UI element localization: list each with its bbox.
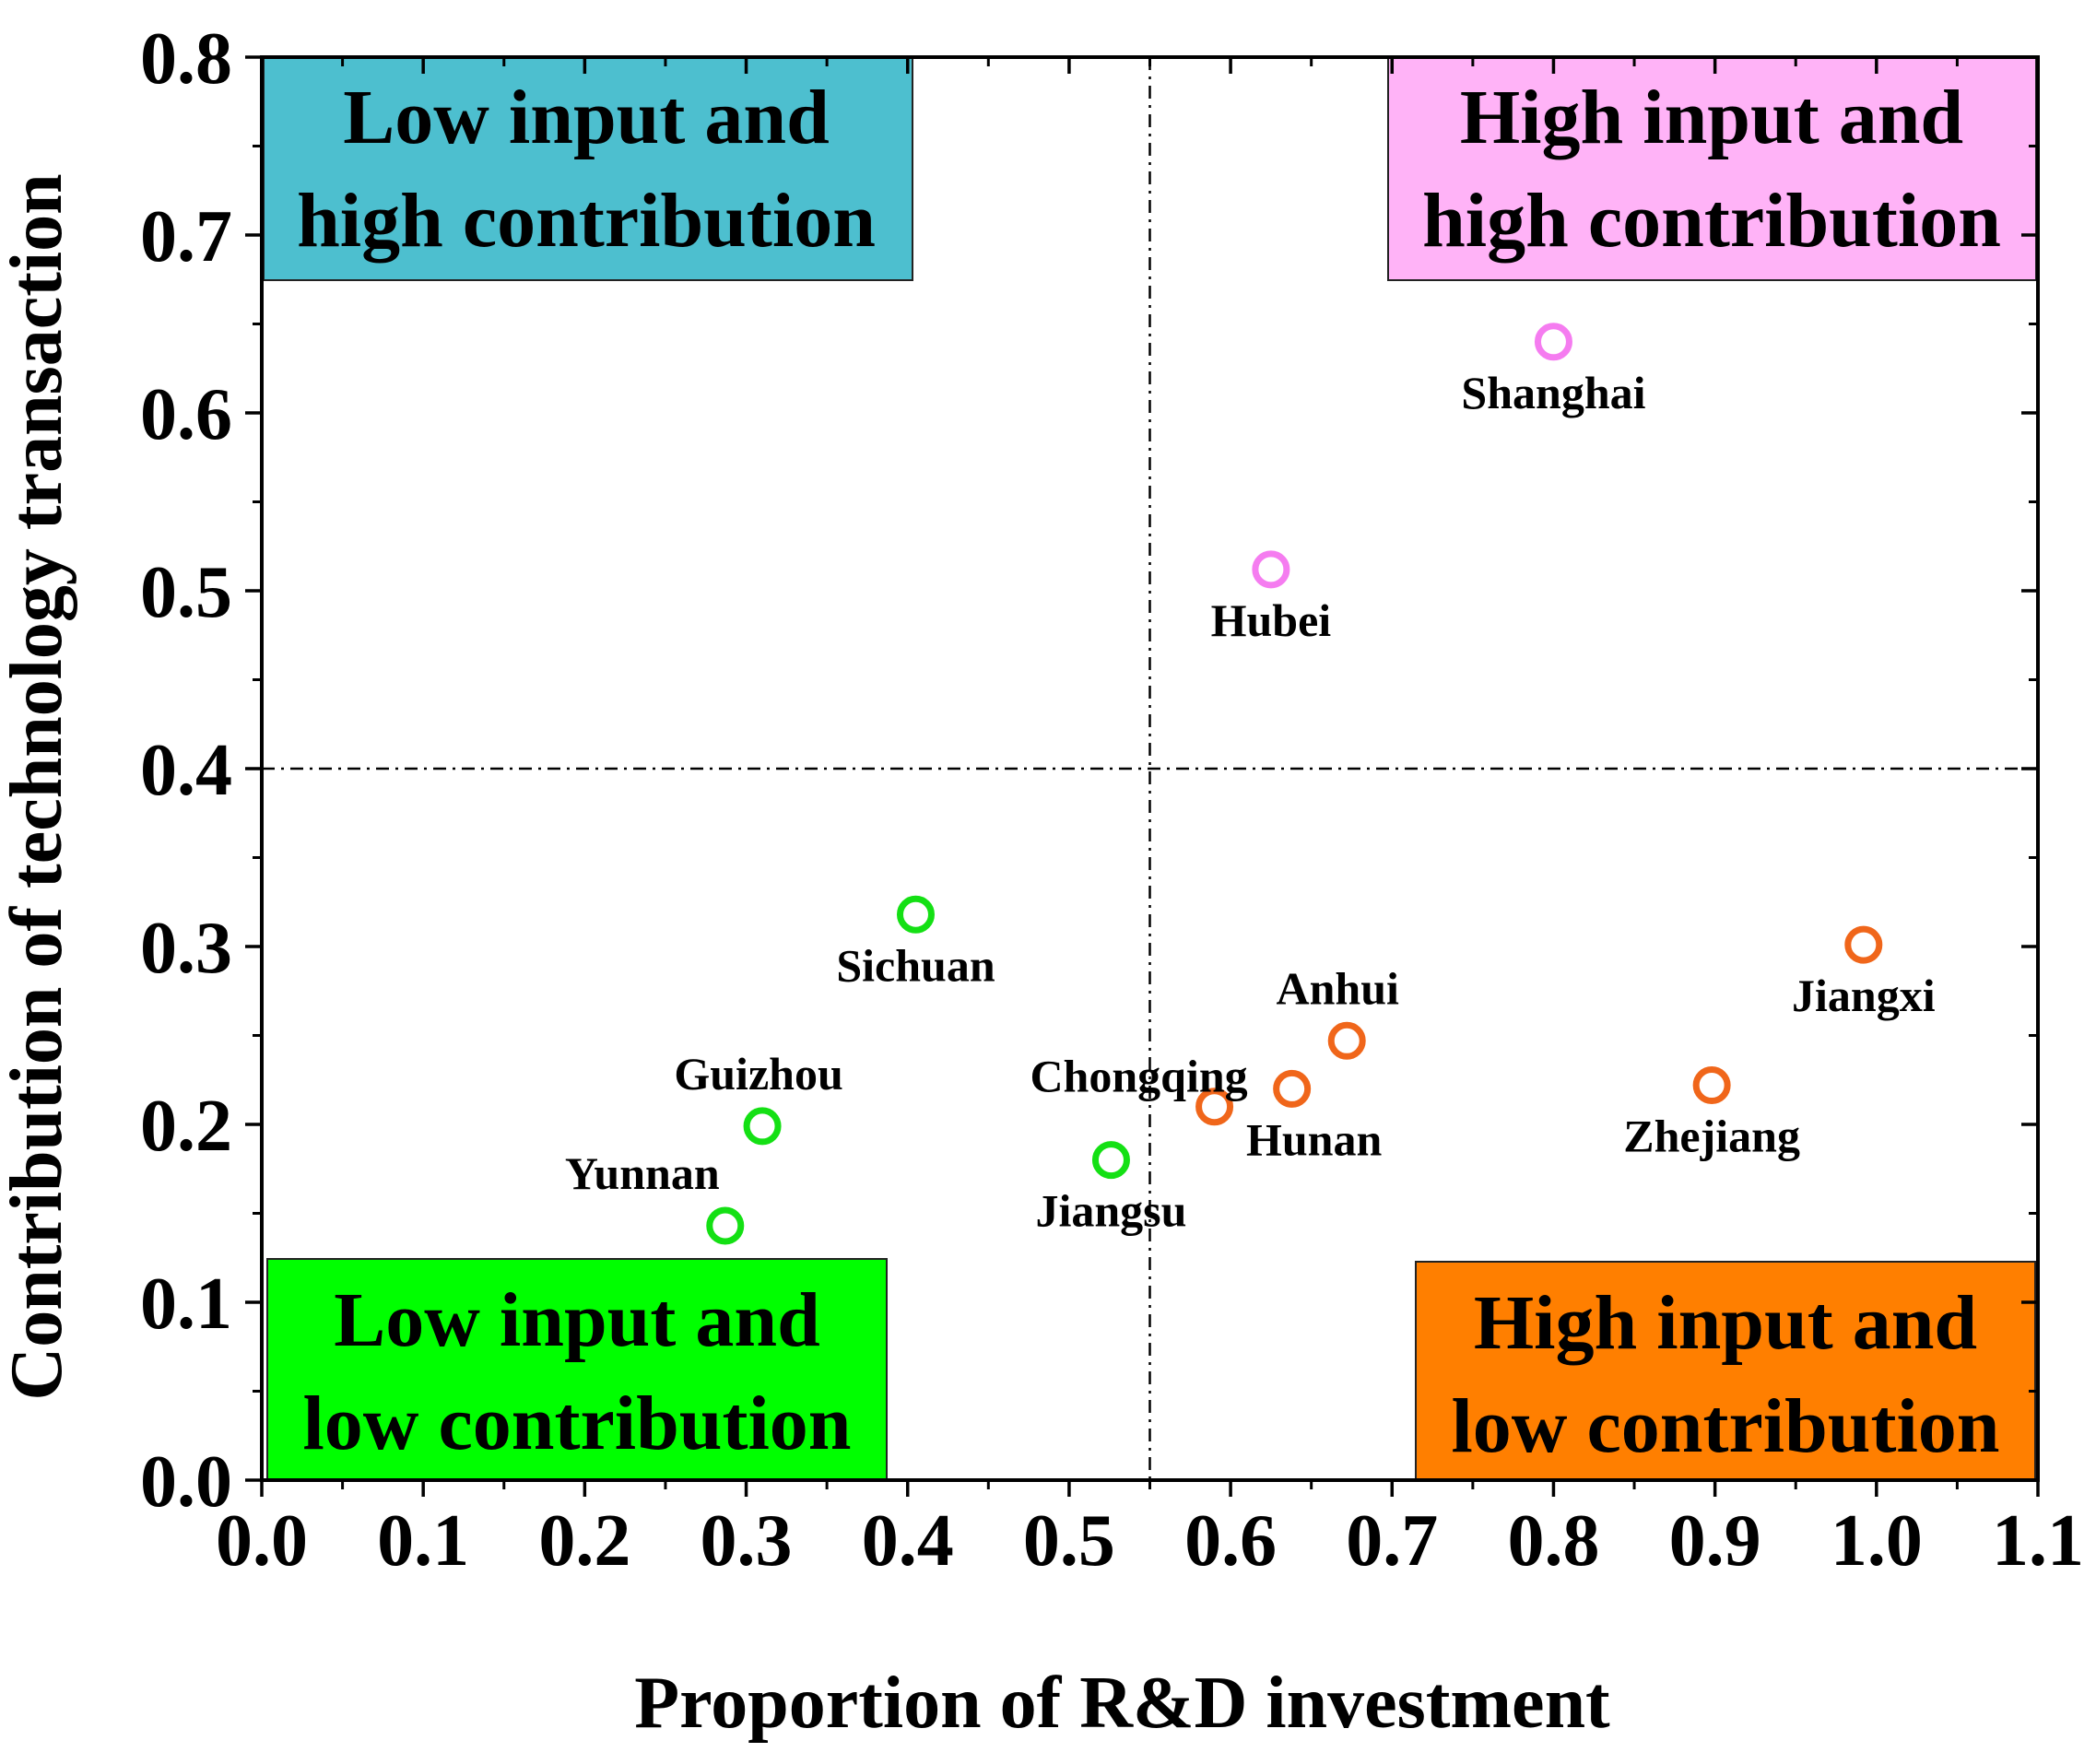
data-point-jiangsu (1091, 1141, 1130, 1180)
quadrant-box-ll (266, 1258, 888, 1481)
x-tick-label: 0.2 (538, 1500, 630, 1582)
data-point-zhejiang (1692, 1066, 1731, 1105)
x-tick-label: 0.0 (216, 1500, 308, 1582)
y-tick-label: 0.2 (140, 1086, 232, 1167)
point-label-anhui: Anhui (1277, 962, 1400, 1014)
x-tick-label: 1.1 (1992, 1500, 2084, 1582)
quadrant-label-lh-line1: Low input and (343, 75, 830, 160)
y-tick-label: 0.5 (140, 552, 232, 633)
point-label-hunan: Hunan (1246, 1113, 1383, 1165)
x-tick-label: 0.1 (377, 1500, 469, 1582)
y-tick-label: 0.3 (140, 908, 232, 989)
x-tick-label: 0.3 (701, 1500, 793, 1582)
y-tick-label: 0.1 (140, 1264, 232, 1345)
quadrant-label-ll-line2: low contribution (302, 1381, 851, 1466)
data-point-yunnan (706, 1206, 745, 1245)
quadrant-label-hl-line2: low contribution (1451, 1383, 1999, 1469)
x-tick-label: 0.8 (1507, 1500, 1599, 1582)
x-tick-label: 1.0 (1831, 1500, 1923, 1582)
data-point-hubei (1252, 550, 1290, 589)
point-label-jiangsu: Jiangsu (1035, 1185, 1186, 1237)
y-tick-label: 0.0 (140, 1441, 232, 1523)
x-tick-label: 0.5 (1023, 1500, 1115, 1582)
quadrant-label-hh-line2: high contribution (1422, 178, 2001, 264)
x-tick-label: 0.4 (862, 1500, 954, 1582)
quadrant-label-lh-line2: high contribution (297, 178, 876, 264)
point-label-shanghai: Shanghai (1461, 367, 1645, 418)
point-label-jiangxi: Jiangxi (1792, 970, 1936, 1021)
y-tick-label: 0.7 (140, 196, 232, 277)
point-label-zhejiang: Zhejiang (1623, 1111, 1800, 1162)
y-tick-label: 0.6 (140, 374, 232, 455)
quadrant-label-ll-line1: Low input and (334, 1277, 820, 1363)
y-tick-label: 0.4 (140, 730, 232, 811)
x-tick-label: 0.7 (1346, 1500, 1438, 1582)
data-point-guizhou (743, 1107, 782, 1146)
quadrant-box-hl (1415, 1261, 2036, 1481)
data-point-hunan (1273, 1069, 1312, 1108)
point-label-hubei: Hubei (1211, 594, 1332, 646)
quadrant-boxes: Low input and high contribution High input… (263, 56, 2037, 1481)
quadrant-box-lh (263, 56, 913, 281)
data-points: Shanghai Hubei Sichuan Guizhou Yunnan Jiangsu… (565, 323, 1936, 1245)
threshold-lines (262, 57, 2038, 1480)
data-point-sichuan (896, 895, 935, 934)
ticks: 0.0 0.1 0.2 0.3 0.4 0.5 0.6 0.7 0.8 0.9 1.0 1.1 0.0 0… (140, 18, 2084, 1582)
data-point-anhui (1327, 1021, 1366, 1060)
quadrant-label-hl-line1: High input and (1474, 1280, 1977, 1366)
point-label-yunnan: Yunnan (565, 1147, 720, 1199)
y-tick-label: 0.8 (140, 18, 232, 100)
data-point-shanghai (1534, 323, 1572, 361)
axis-titles: Proportion of R&D investment Contributio… (0, 173, 1610, 1744)
x-axis-title: Proportion of R&D investment (634, 1663, 1610, 1744)
quadrant-label-hh-line1: High input and (1460, 75, 1963, 160)
x-tick-label: 0.6 (1184, 1500, 1277, 1582)
point-label-sichuan: Sichuan (836, 939, 995, 991)
point-label-guizhou: Guizhou (674, 1048, 842, 1100)
point-label-chongqing: Chongqing (1030, 1051, 1247, 1102)
y-axis-title: Contribution of technology transaction (0, 173, 77, 1400)
data-point-chongqing (1195, 1088, 1234, 1126)
data-point-jiangxi (1844, 925, 1883, 964)
x-tick-label: 0.9 (1669, 1500, 1761, 1582)
